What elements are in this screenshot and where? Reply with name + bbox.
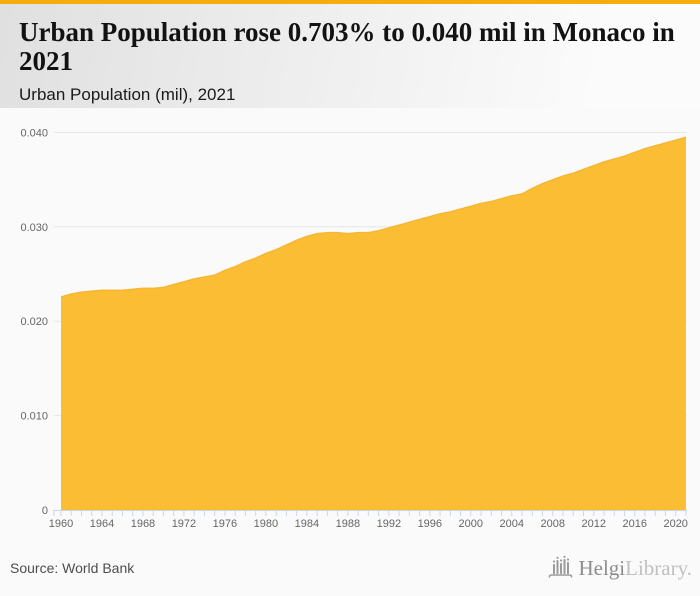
y-axis-label: 0.010 — [20, 411, 48, 423]
x-axis-label: 1960 — [49, 518, 73, 530]
helgi-logo-icon-part — [567, 562, 570, 574]
x-axis-label: 1972 — [172, 518, 196, 530]
chart-plot-area: 0 0.010 0.020 0.030 0.040 1960 1964 1968 1972 197… — [0, 108, 700, 540]
helgi-logo-icon — [549, 555, 573, 578]
x-axis-label: 1980 — [254, 518, 278, 530]
x-axis-label: 1964 — [90, 518, 114, 530]
y-axis-label: 0.040 — [20, 127, 48, 139]
x-axis-label: 1976 — [213, 518, 237, 530]
y-axis-label: 0 — [42, 505, 48, 517]
logo-brand-primary: Helgi — [578, 555, 626, 580]
chart-footer: Source: World Bank HelgiLibrary. — [0, 540, 700, 596]
helgi-logo-icon-part — [553, 560, 556, 563]
helgi-logo-icon-part — [553, 564, 556, 574]
chart-title: Urban Population rose 0.703% to 0.040 mi… — [19, 17, 675, 76]
area-chart: 0 0.010 0.020 0.030 0.040 1960 1964 1968 1972 197… — [20, 127, 687, 530]
helgi-logo-icon-part — [556, 556, 560, 559]
x-axis-label: 2008 — [541, 518, 565, 530]
y-axis-label: 0.020 — [20, 316, 48, 328]
logo-brand-secondary: Library. — [625, 555, 692, 580]
x-axis-label: 2020 — [663, 518, 687, 530]
helgi-library-logo: HelgiLibrary. — [547, 555, 692, 581]
accent-bar — [0, 0, 700, 4]
source-label: Source: World Bank — [10, 560, 135, 576]
helgi-logo-icon-part — [560, 563, 563, 574]
logo-wordmark: HelgiLibrary. — [578, 556, 692, 581]
x-axis-label: 1984 — [295, 518, 319, 530]
helgi-logo-icon-part — [556, 560, 559, 574]
helgi-logo-icon-part — [549, 574, 573, 578]
chart-subtitle: Urban Population (mil), 2021 — [19, 85, 236, 104]
x-axis-label: 1988 — [336, 518, 360, 530]
x-axis-label: 2012 — [581, 518, 605, 530]
y-axis-label: 0.030 — [20, 222, 48, 234]
x-axis-label: 2016 — [622, 518, 646, 530]
x-axis-label: 1996 — [418, 518, 442, 530]
x-axis-label: 2004 — [500, 518, 524, 530]
x-axis-label: 1968 — [131, 518, 155, 530]
chart-header: Urban Population rose 0.703% to 0.040 mi… — [0, 4, 700, 108]
x-axis-label: 1992 — [377, 518, 401, 530]
helgi-logo-icon-part — [567, 558, 570, 561]
x-axis-label: 2000 — [459, 518, 483, 530]
area-series — [61, 137, 686, 510]
area-series-line — [60, 136, 687, 298]
helgi-logo-icon-part — [563, 559, 566, 574]
helgi-logo-icon-part — [563, 555, 567, 558]
helgi-logo-icon-part — [560, 559, 563, 562]
